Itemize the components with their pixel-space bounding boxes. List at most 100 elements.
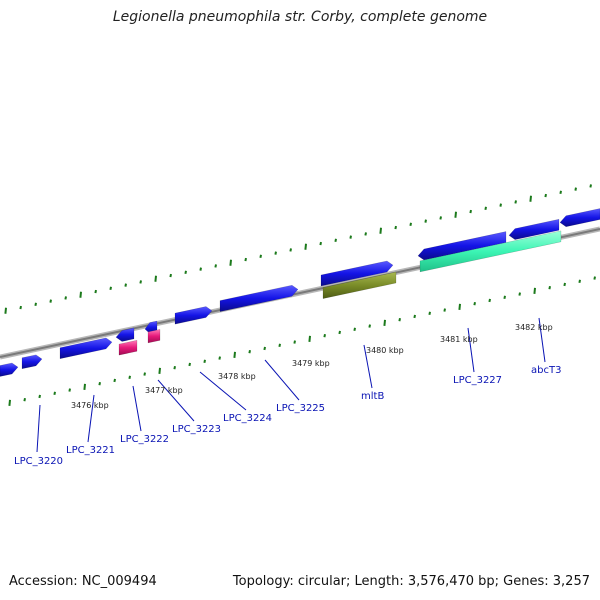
tick-mark bbox=[259, 254, 262, 259]
label-connector bbox=[87, 394, 95, 443]
label-connectors bbox=[36, 317, 546, 453]
tick-mark bbox=[473, 301, 476, 306]
tick-mark bbox=[244, 257, 247, 262]
gene-feature[interactable] bbox=[419, 230, 562, 273]
lower-tick-row bbox=[8, 276, 596, 406]
gene-label-lpc-3222[interactable]: LPC_3222 bbox=[120, 434, 169, 445]
tick-mark bbox=[124, 283, 127, 287]
label-connector bbox=[36, 404, 41, 453]
label-connector bbox=[199, 371, 247, 411]
label-connector bbox=[132, 385, 142, 432]
tick-mark bbox=[173, 365, 176, 370]
tick-mark bbox=[353, 327, 356, 331]
upper-tick-row bbox=[4, 184, 592, 314]
gene-feature[interactable] bbox=[508, 218, 560, 240]
gene-label-lpc-3221[interactable]: LPC_3221 bbox=[66, 445, 115, 456]
tick-mark bbox=[34, 302, 37, 307]
tick-mark bbox=[379, 227, 382, 234]
tick-mark bbox=[188, 362, 191, 367]
tick-mark bbox=[409, 222, 412, 227]
tick-mark bbox=[23, 397, 26, 402]
tick-mark bbox=[214, 264, 217, 268]
tick-mark bbox=[199, 267, 202, 271]
label-connector bbox=[157, 379, 195, 422]
gene-label-lpc-3227[interactable]: LPC_3227 bbox=[453, 375, 502, 386]
tick-mark bbox=[484, 206, 487, 211]
tick-mark bbox=[458, 303, 461, 310]
tick-mark bbox=[143, 372, 146, 376]
tick-mark bbox=[113, 378, 116, 383]
gene-label-lpc-3220[interactable]: LPC_3220 bbox=[14, 456, 63, 467]
tick-mark bbox=[338, 330, 341, 335]
gene-feature[interactable] bbox=[115, 327, 135, 342]
tick-mark bbox=[529, 195, 532, 202]
tick-mark bbox=[218, 356, 221, 360]
tick-mark bbox=[289, 248, 292, 252]
scale-label: 3477 kbp bbox=[145, 386, 183, 395]
tick-mark bbox=[574, 187, 577, 191]
gene-feature[interactable] bbox=[118, 339, 138, 356]
gene-feature[interactable] bbox=[219, 284, 299, 312]
gene-feature[interactable] bbox=[417, 231, 507, 261]
tick-mark bbox=[293, 340, 296, 344]
tick-mark bbox=[443, 308, 446, 312]
label-connector bbox=[264, 359, 300, 401]
tick-mark bbox=[319, 241, 322, 246]
tick-mark bbox=[64, 296, 67, 300]
label-connector bbox=[467, 327, 475, 373]
genome-title: Legionella pneumophila str. Corby, compl… bbox=[112, 9, 488, 25]
tick-mark bbox=[263, 346, 266, 351]
gene-feature[interactable] bbox=[559, 208, 600, 228]
gene-feature[interactable] bbox=[147, 329, 161, 344]
tick-mark bbox=[169, 273, 172, 278]
gene-label-lpc-3225[interactable]: LPC_3225 bbox=[276, 403, 325, 414]
tick-mark bbox=[578, 279, 581, 283]
tick-mark bbox=[428, 311, 431, 315]
gene-feature[interactable] bbox=[0, 362, 19, 377]
tick-mark bbox=[398, 317, 401, 322]
tick-mark bbox=[514, 200, 517, 204]
tick-mark bbox=[499, 203, 502, 207]
scale-label: 3480 kbp bbox=[366, 346, 404, 355]
tick-mark bbox=[53, 391, 56, 395]
gene-labels[interactable]: LPC_3220 LPC_3221 LPC_3222 LPC_3223 LPC_… bbox=[14, 365, 561, 467]
tick-mark bbox=[559, 190, 562, 195]
gene-label-lpc-3224[interactable]: LPC_3224 bbox=[223, 413, 272, 424]
accession-text: Accession: NC_009494 bbox=[9, 574, 157, 589]
tick-mark bbox=[593, 276, 596, 280]
tick-mark bbox=[334, 238, 337, 243]
gene-feature[interactable] bbox=[21, 354, 43, 370]
tick-mark bbox=[233, 351, 236, 358]
tick-mark bbox=[158, 367, 161, 374]
tick-mark bbox=[533, 287, 536, 294]
gene-label-mltb[interactable]: mltB bbox=[361, 391, 384, 402]
tick-mark bbox=[518, 292, 521, 296]
scale-label: 3479 kbp bbox=[292, 359, 330, 368]
gene-feature[interactable] bbox=[174, 306, 213, 325]
tick-mark bbox=[98, 381, 101, 386]
tick-mark bbox=[323, 333, 326, 338]
tick-mark bbox=[83, 383, 86, 390]
gene-feature[interactable] bbox=[320, 260, 394, 287]
tick-mark bbox=[469, 209, 472, 214]
scale-label: 3481 kbp bbox=[440, 335, 478, 344]
tick-mark bbox=[548, 285, 551, 290]
gene-feature[interactable] bbox=[59, 337, 113, 360]
tick-mark bbox=[304, 243, 307, 250]
tick-mark bbox=[563, 282, 566, 287]
scale-label: 3482 kbp bbox=[515, 323, 553, 332]
tick-mark bbox=[544, 193, 547, 198]
gene-feature[interactable] bbox=[322, 271, 397, 299]
tick-mark bbox=[349, 235, 352, 239]
tick-mark bbox=[274, 251, 277, 255]
gene-label-lpc-3223[interactable]: LPC_3223 bbox=[172, 424, 221, 435]
tick-mark bbox=[128, 375, 131, 379]
scale-labels: 3476 kbp 3477 kbp 3478 kbp 3479 kbp 3480… bbox=[71, 323, 553, 410]
label-connector bbox=[363, 344, 373, 389]
tick-mark bbox=[184, 270, 187, 275]
gene-label-abct3[interactable]: abcT3 bbox=[531, 365, 561, 376]
gene-features[interactable] bbox=[0, 208, 600, 377]
tick-mark bbox=[424, 219, 427, 223]
tick-mark bbox=[229, 259, 232, 266]
